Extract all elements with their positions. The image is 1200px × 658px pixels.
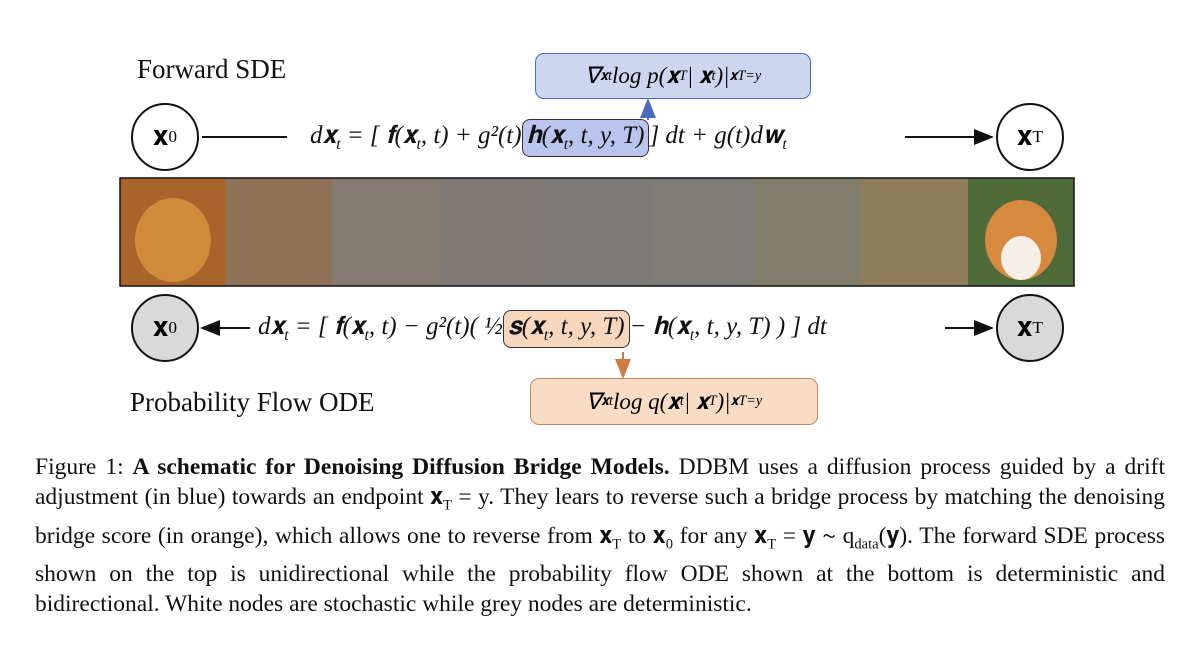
text-run: log q(𝐱 bbox=[612, 388, 680, 414]
equation-part: ] dt + g(t)d𝐰t bbox=[649, 122, 786, 154]
text-run: = [ 𝐟(𝐱 bbox=[288, 313, 365, 340]
subscript: 0 bbox=[168, 318, 178, 337]
equation-part: d𝐱t = [ 𝐟(𝐱t, t) − g²(t)( ½ bbox=[258, 313, 503, 345]
text-run: 𝐱 bbox=[152, 312, 169, 343]
score-term: 𝐬(𝐱t, t, y, T) bbox=[502, 310, 630, 348]
text-run: 𝐱 bbox=[152, 121, 169, 152]
text-run: d𝐱 bbox=[258, 313, 285, 340]
text-run: 𝐱 bbox=[1017, 312, 1033, 343]
subscript: T bbox=[708, 393, 717, 409]
text-run: | 𝐱 bbox=[683, 388, 709, 414]
subscript: T bbox=[1032, 127, 1043, 146]
subscript: t bbox=[782, 136, 787, 153]
caption-label: Figure 1: bbox=[35, 454, 124, 480]
caption-body: DDBM uses a diffusion process guided by … bbox=[35, 454, 1165, 617]
image-strip bbox=[119, 177, 1075, 287]
subscript: 𝐱T=y bbox=[730, 393, 763, 409]
subscript: T bbox=[612, 536, 622, 553]
text-run: , t, y, T) bbox=[568, 122, 645, 149]
subscript: 𝐱t bbox=[601, 393, 613, 409]
drift-note: ∇ 𝐱t log p(𝐱 T | 𝐱 t)| 𝐱T=y bbox=[535, 53, 811, 99]
text-run: )| bbox=[716, 388, 731, 414]
text-run: , t) − g²(t)( ½ bbox=[368, 313, 503, 340]
subscript: t bbox=[336, 136, 341, 153]
text-run: DDBM uses a diffusion process guided by … bbox=[35, 454, 1166, 510]
forward-equation: d𝐱t = [ 𝐟(𝐱t, t) + g²(t) 𝐡(𝐱t, t, y, T) … bbox=[310, 119, 787, 157]
subscript: 𝐱t bbox=[600, 67, 612, 84]
text-run: log p(𝐱 bbox=[611, 63, 679, 88]
subscript: t bbox=[284, 327, 289, 344]
caption: Figure 1: A schematic for Denoising Diff… bbox=[35, 452, 1165, 619]
subscript: t bbox=[689, 327, 695, 344]
text-run: = [ 𝐟(𝐱 bbox=[340, 122, 417, 149]
subscript: t bbox=[711, 67, 716, 84]
subscript: T bbox=[442, 497, 452, 514]
subscript: 𝐱T=y bbox=[729, 67, 762, 84]
subscript: t bbox=[563, 136, 569, 153]
text-run: (𝐲). The forward SDE process shown on th… bbox=[35, 522, 1166, 618]
diagram-lines bbox=[119, 98, 1075, 379]
subscript: t bbox=[416, 136, 421, 153]
subscript: T bbox=[1032, 318, 1043, 337]
text-run: − 𝐡(𝐱 bbox=[629, 313, 690, 340]
text-run: 𝐡(𝐱 bbox=[526, 122, 564, 149]
caption-title: A schematic for Denoising Diffusion Brid… bbox=[132, 454, 670, 480]
equation-part: − 𝐡(𝐱t, t, y, T) ) ] dt bbox=[630, 313, 827, 345]
subscript: T bbox=[678, 67, 687, 84]
subscript: t bbox=[364, 327, 369, 344]
text-run: d𝐱 bbox=[310, 122, 337, 149]
equation-part: d𝐱t = [ 𝐟(𝐱t, t) + g²(t) bbox=[310, 122, 522, 154]
text-run: ] dt + g(t)d𝐰 bbox=[649, 122, 783, 149]
reverse-equation: d𝐱t = [ 𝐟(𝐱t, t) − g²(t)( ½ 𝐬(𝐱t, t, y, … bbox=[258, 310, 827, 348]
subscript: t bbox=[543, 327, 549, 344]
text-run: for any 𝐱 bbox=[672, 522, 768, 549]
subscript: t bbox=[679, 393, 684, 409]
text-run: 𝐬(𝐱 bbox=[507, 313, 544, 340]
text-run: ∇ bbox=[585, 388, 602, 414]
text-run: , t, y, T) ) ] dt bbox=[694, 313, 827, 340]
text-run: , t, y, T) bbox=[548, 313, 625, 340]
subscript: 0 bbox=[665, 536, 673, 553]
text-run: = 𝐲 ∼ q bbox=[776, 522, 855, 549]
text-run: to 𝐱 bbox=[621, 522, 666, 549]
text-run: 𝐱 bbox=[1017, 121, 1033, 152]
drift-term: 𝐡(𝐱t, t, y, T) bbox=[521, 119, 650, 157]
score-note: ∇ 𝐱t log q(𝐱 t | 𝐱 T)| 𝐱T=y bbox=[530, 378, 818, 425]
text-run: ∇ bbox=[584, 63, 601, 88]
reverse-label: Probability Flow ODE bbox=[130, 387, 375, 417]
subscript: 0 bbox=[168, 127, 178, 146]
text-run: = y. They lears to reverse such a bridge… bbox=[35, 484, 1166, 549]
subscript: data bbox=[854, 536, 879, 553]
forward-label: Forward SDE bbox=[137, 54, 287, 84]
text-run: | 𝐱 bbox=[686, 63, 712, 88]
subscript: T bbox=[767, 536, 777, 553]
text-run: , t) + g²(t) bbox=[420, 122, 522, 149]
text-run: )| bbox=[715, 63, 730, 88]
